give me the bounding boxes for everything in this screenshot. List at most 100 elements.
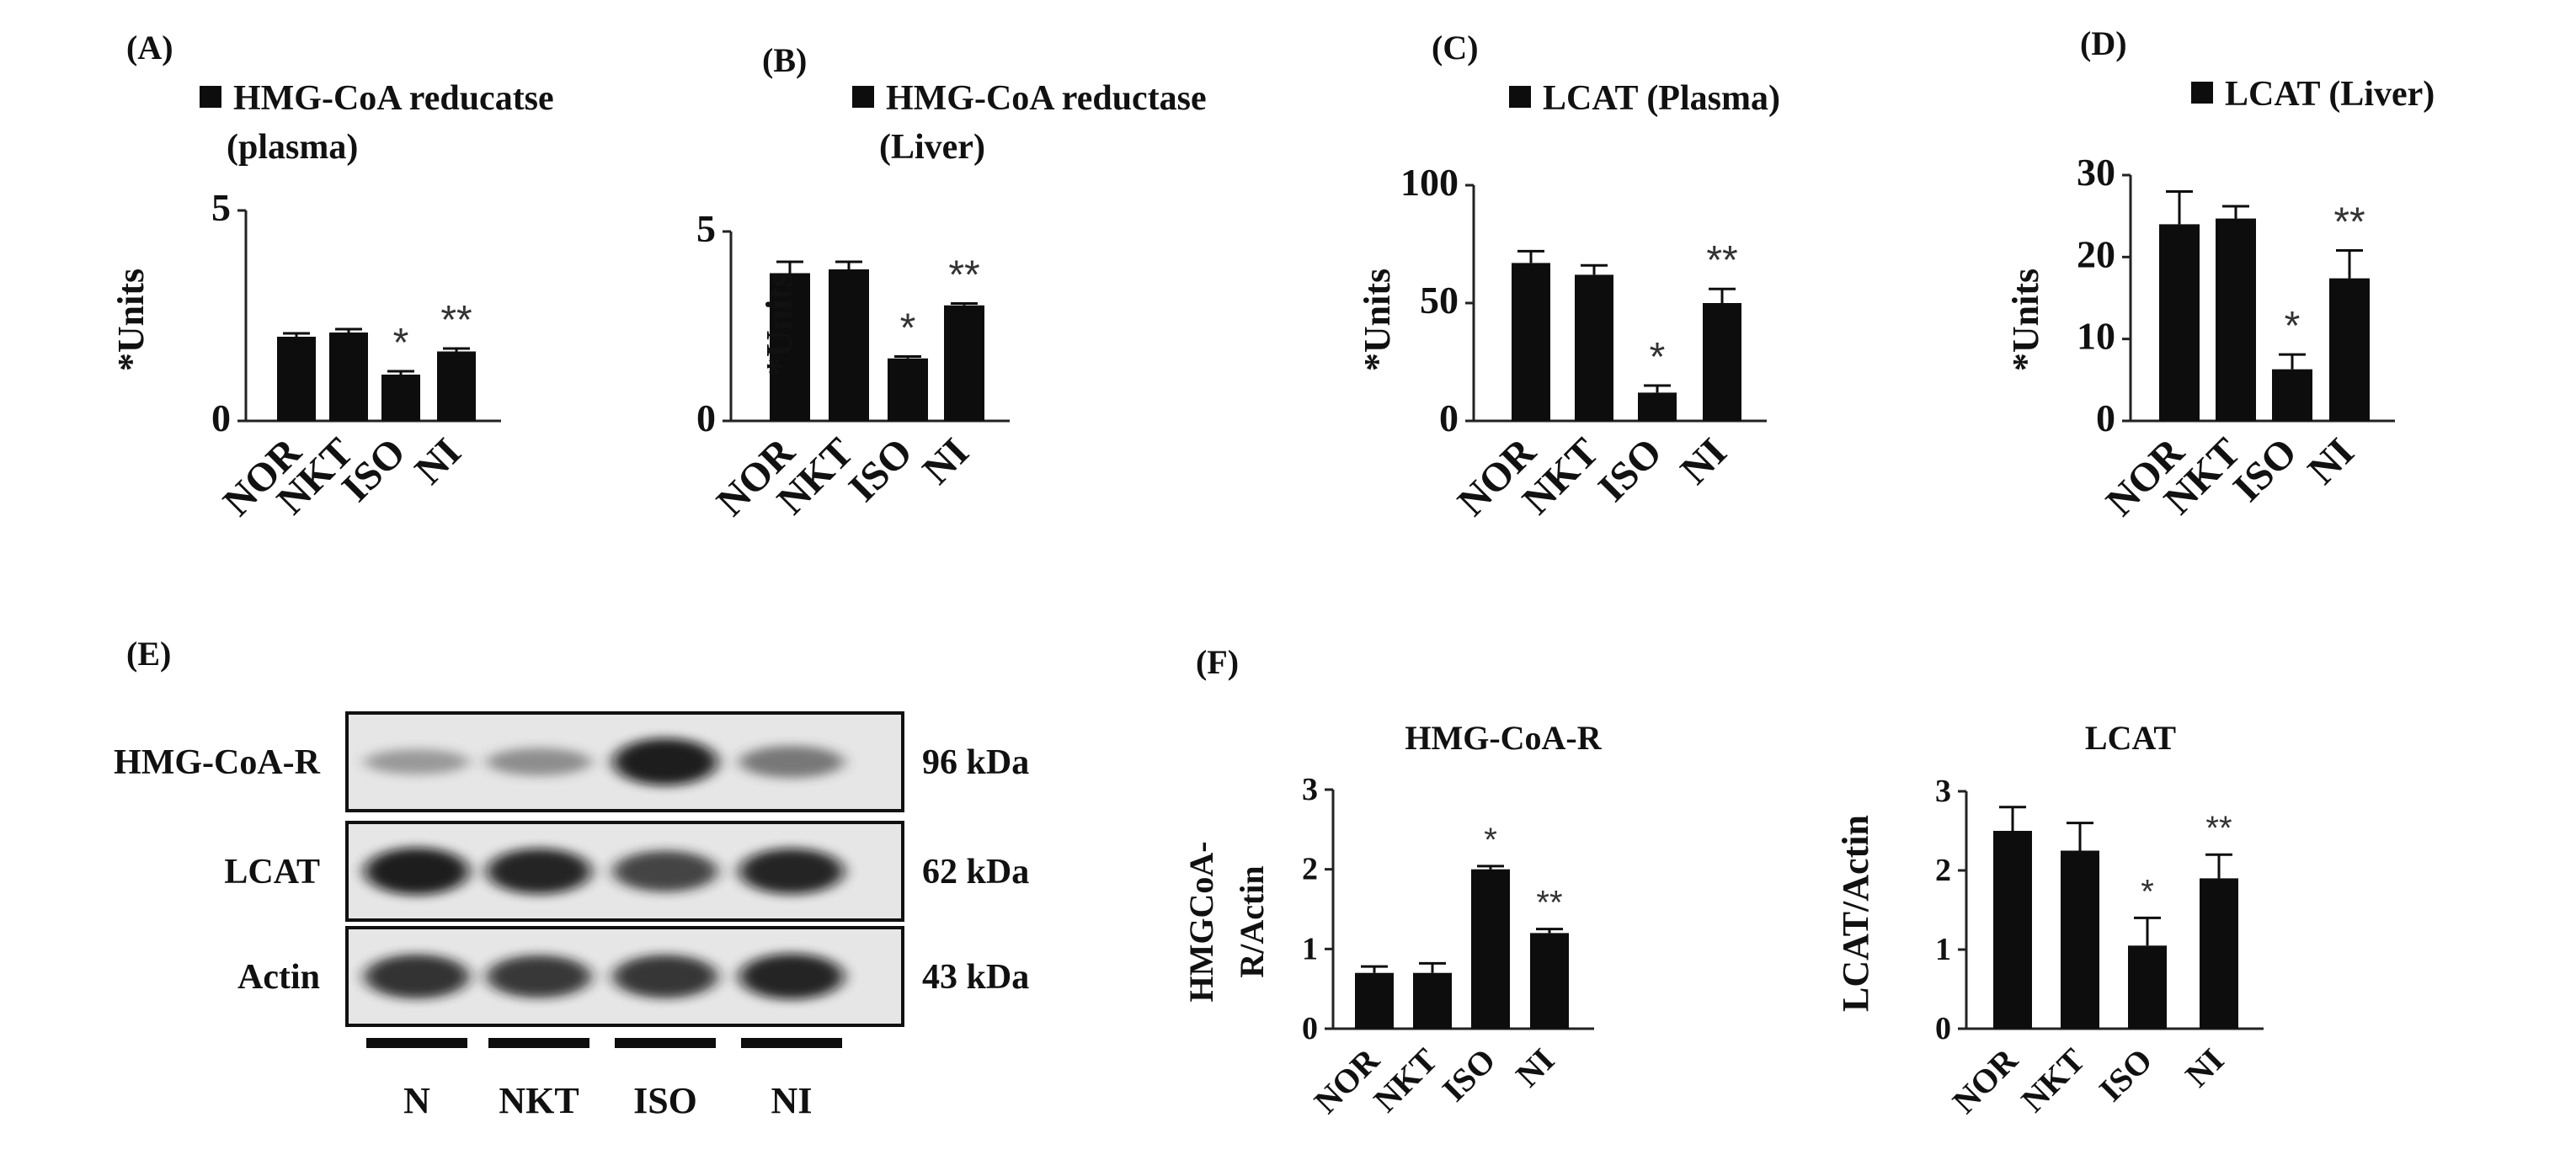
legend-label: LCAT (Liver): [2225, 75, 2435, 114]
y-axis-label: LCAT/Actin: [1835, 815, 1876, 1012]
bar-ni: [1530, 933, 1569, 1029]
x-tick-label: ISO: [1435, 1041, 1503, 1109]
lane-label: N: [403, 1080, 430, 1121]
y-axis-label: HMGCoA-: [1182, 841, 1220, 1002]
panel-label: (C): [1432, 29, 1479, 67]
western-blot-panel: (E) HMG-CoA-R 96 kDa LCAT 62 kDa Actin 43 kDa N…: [114, 635, 1029, 1121]
protein-band: [613, 955, 717, 998]
significance-marker: *: [1484, 822, 1497, 859]
bar-nor: [2159, 224, 2200, 421]
y-tick-label: 3: [1935, 774, 1951, 809]
protein-band: [613, 737, 717, 786]
x-tick-label: NI: [1672, 429, 1736, 492]
blot-protein-label: HMG-CoA-R: [114, 743, 321, 782]
blot-size-label: 96 kDa: [922, 743, 1029, 782]
legend-label: HMG-CoA reducatse: [233, 79, 554, 118]
lane-bar: [366, 1038, 467, 1048]
legend-swatch: [852, 86, 874, 108]
x-tick-label: NI: [407, 429, 470, 492]
y-axis-label: *Units: [1357, 269, 1398, 371]
y-tick-label: 1: [1935, 932, 1951, 967]
protein-band: [613, 850, 717, 892]
y-tick-label: 2: [1302, 852, 1318, 887]
bar-ni: [437, 351, 476, 421]
bar-iso: [1471, 869, 1510, 1029]
protein-band: [487, 848, 591, 895]
y-tick-label: 30: [2077, 151, 2115, 194]
x-tick-label: NI: [2300, 429, 2363, 492]
bar-iso: [2272, 369, 2312, 421]
y-tick-label: 0: [211, 396, 231, 439]
x-tick-label: ISO: [2092, 1041, 2160, 1109]
y-tick-label: 100: [1400, 161, 1459, 204]
bar-nkt: [829, 269, 869, 421]
bar-iso: [381, 375, 420, 421]
bar-nkt: [1413, 972, 1452, 1029]
protein-band: [487, 955, 591, 998]
y-tick-label: 5: [696, 207, 716, 250]
y-tick-label: 2: [1935, 853, 1951, 888]
bar-ni: [1703, 303, 1741, 421]
significance-marker: *: [2141, 873, 2154, 910]
protein-band: [739, 745, 844, 779]
significance-marker: **: [1536, 885, 1562, 922]
x-tick-label: ISO: [840, 429, 921, 510]
x-tick-label: NI: [2178, 1041, 2231, 1094]
chart-title: LCAT: [2085, 719, 2176, 757]
lane-label: ISO: [633, 1080, 697, 1121]
significance-marker: *: [900, 306, 916, 351]
y-tick-label: 3: [1302, 772, 1318, 807]
protein-band: [365, 749, 469, 774]
y-axis-label: *Units: [759, 273, 800, 375]
legend-label: LCAT (Plasma): [1543, 79, 1780, 118]
chart-title: HMG-CoA-R: [1405, 719, 1602, 757]
x-tick-label: NI: [915, 429, 978, 492]
x-tick-label: NOR: [1945, 1040, 2025, 1120]
panel-label: (D): [2080, 24, 2127, 62]
y-tick-label: 0: [2096, 396, 2115, 439]
bar-ni: [944, 305, 984, 421]
significance-marker: *: [393, 321, 409, 365]
legend-label: HMG-CoA reductase: [886, 79, 1207, 118]
lane-bar: [741, 1038, 842, 1048]
y-axis-label: *Units: [110, 269, 152, 371]
legend-swatch: [200, 86, 221, 108]
x-tick-label: NKT: [1366, 1040, 1444, 1119]
bar-iso: [1638, 392, 1677, 421]
x-tick-label: ISO: [333, 429, 414, 510]
significance-marker: *: [2285, 304, 2301, 349]
bar-nkt: [2216, 218, 2256, 421]
bar-nkt: [329, 333, 368, 421]
panel-label: (A): [126, 29, 173, 67]
significance-marker: **: [948, 253, 979, 298]
blot-protein-label: Actin: [237, 958, 320, 997]
y-axis-label: *Units: [2005, 269, 2046, 371]
bar-iso: [2128, 945, 2167, 1029]
bar-ni: [2329, 278, 2370, 421]
bar-nor: [1512, 263, 1550, 421]
x-tick-label: NOR: [1307, 1040, 1387, 1120]
y-tick-label: 0: [1302, 1011, 1318, 1046]
y-tick-label: 10: [2077, 315, 2115, 358]
panel-label: (E): [126, 635, 171, 673]
protein-band: [739, 953, 844, 1000]
y-tick-label: 0: [1439, 396, 1459, 439]
lane-label: NKT: [499, 1080, 579, 1121]
x-tick-label: ISO: [2225, 429, 2306, 510]
y-axis-label: R/Actin: [1233, 865, 1271, 977]
bar-nor: [277, 337, 316, 421]
blot-protein-label: LCAT: [224, 853, 320, 891]
bar-nkt: [1575, 274, 1613, 421]
bar-nor: [770, 273, 810, 421]
bar-nkt: [2061, 850, 2099, 1029]
y-tick-label: 0: [1935, 1011, 1951, 1046]
lane-bar: [488, 1038, 589, 1048]
y-tick-label: 0: [696, 396, 716, 439]
significance-marker: **: [440, 298, 472, 343]
y-tick-label: 1: [1302, 931, 1318, 966]
